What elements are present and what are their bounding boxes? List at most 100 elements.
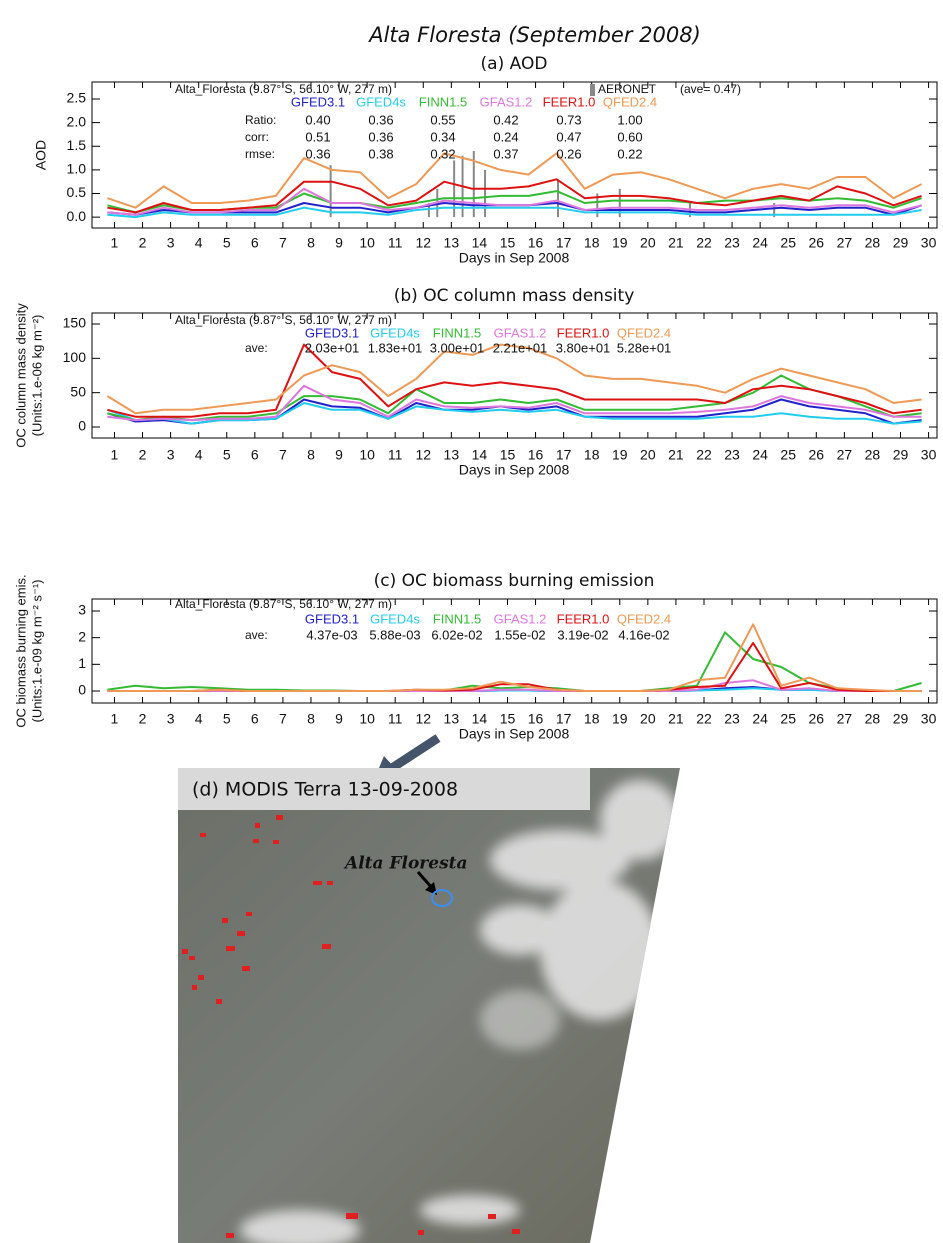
x-tick-label: 18 xyxy=(584,711,600,727)
x-tick-label: 23 xyxy=(724,447,740,463)
series-line xyxy=(107,343,922,418)
x-tick-label: 4 xyxy=(195,711,203,727)
x-tick-label: 27 xyxy=(837,447,853,463)
x-tick-label: 24 xyxy=(752,447,768,463)
y-tick-label: 1 xyxy=(78,655,86,671)
stats-row-label: ave: xyxy=(245,341,268,355)
x-tick-label: 29 xyxy=(893,711,909,727)
x-tick-label: 23 xyxy=(724,711,740,727)
legend-entry: FEER1.0 xyxy=(557,611,610,626)
x-tick-label: 28 xyxy=(865,447,881,463)
x-tick-label: 8 xyxy=(307,447,315,463)
x-tick-label: 10 xyxy=(359,711,375,727)
legend-entry: GFED4s xyxy=(370,325,420,340)
x-tick-label: 12 xyxy=(415,235,431,251)
x-tick-label: 10 xyxy=(359,235,375,251)
stats-value: 0.36 xyxy=(368,129,393,144)
aeronet-legend: AERONET xyxy=(598,82,657,96)
x-tick-label: 28 xyxy=(865,711,881,727)
x-tick-label: 11 xyxy=(388,447,403,463)
x-axis-label: Days in Sep 2008 xyxy=(459,250,570,266)
y-tick-label: 1.5 xyxy=(67,137,87,153)
stats-value: 1.55e-02 xyxy=(494,627,545,642)
x-tick-label: 1 xyxy=(111,711,119,727)
x-tick-label: 22 xyxy=(696,447,712,463)
stats-value: 0.38 xyxy=(368,146,393,161)
x-tick-label: 30 xyxy=(921,235,937,251)
x-tick-label: 14 xyxy=(472,711,488,727)
y-axis-label: OC column mass density xyxy=(13,303,28,448)
x-axis-label: Days in Sep 2008 xyxy=(459,726,570,742)
x-tick-label: 5 xyxy=(223,235,231,251)
y-tick-label: 1.0 xyxy=(67,161,87,177)
legend-entry: GFAS1.2 xyxy=(480,94,533,109)
x-tick-label: 15 xyxy=(500,711,516,727)
legend-entry: GFED3.1 xyxy=(305,611,359,626)
x-tick-label: 21 xyxy=(668,235,684,251)
stats-row-label: ave: xyxy=(245,628,268,642)
stats-value: 3.80e+01 xyxy=(556,340,611,355)
legend-entry: QFED2.4 xyxy=(617,325,671,340)
legend-entry: QFED2.4 xyxy=(603,94,657,109)
stats-row-label: corr: xyxy=(245,130,269,144)
x-tick-label: 6 xyxy=(251,711,259,727)
y-axis-label: (Units:1.e-09 kg m⁻² s⁻¹) xyxy=(29,579,44,722)
x-tick-label: 10 xyxy=(359,447,375,463)
series-line xyxy=(107,206,922,219)
x-tick-label: 15 xyxy=(500,235,516,251)
chart-title: (b) OC column mass density xyxy=(394,286,635,306)
x-tick-label: 22 xyxy=(696,235,712,251)
x-tick-label: 26 xyxy=(808,447,824,463)
stats-value: 2.21e+01 xyxy=(493,340,548,355)
place-label: Alta Floresta xyxy=(343,854,468,874)
stats-value: 0.51 xyxy=(305,129,330,144)
x-tick-label: 16 xyxy=(528,711,544,727)
x-tick-label: 26 xyxy=(808,235,824,251)
legend-entry: GFED3.1 xyxy=(305,325,359,340)
x-tick-label: 29 xyxy=(893,235,909,251)
x-tick-label: 13 xyxy=(444,711,460,727)
x-tick-label: 3 xyxy=(167,711,175,727)
place-arrow xyxy=(416,871,453,907)
x-tick-label: 12 xyxy=(415,447,431,463)
x-tick-label: 8 xyxy=(307,711,315,727)
chart-title: (a) AOD xyxy=(481,54,548,74)
aeronet-ave: (ave= 0.47) xyxy=(680,82,741,96)
station-label: Alta_Floresta (9.87° S, 56.10° W, 277 m) xyxy=(175,82,392,96)
plot-frame xyxy=(91,598,938,704)
series-line xyxy=(107,374,922,422)
aeronet-legend-swatch xyxy=(590,84,595,96)
legend-entry: QFED2.4 xyxy=(617,611,671,626)
y-tick-label: 50 xyxy=(70,383,86,399)
stats-value: 4.37e-03 xyxy=(306,627,357,642)
x-tick-label: 9 xyxy=(335,235,343,251)
x-tick-label: 8 xyxy=(307,235,315,251)
x-tick-label: 20 xyxy=(640,447,656,463)
y-tick-label: 100 xyxy=(63,349,87,365)
x-tick-label: 2 xyxy=(139,447,147,463)
legend-entry: GFAS1.2 xyxy=(494,325,547,340)
stats-value: 5.88e-03 xyxy=(369,627,420,642)
x-tick-label: 30 xyxy=(921,447,937,463)
x-tick-label: 15 xyxy=(500,447,516,463)
chart-title: (c) OC biomass burning emission xyxy=(374,571,655,591)
x-tick-label: 5 xyxy=(223,447,231,463)
y-tick-label: 2.0 xyxy=(67,113,87,129)
x-tick-label: 19 xyxy=(612,447,628,463)
stats-row-label: rmse: xyxy=(245,147,275,161)
stats-value: 0.47 xyxy=(556,129,581,144)
stats-value: 0.36 xyxy=(305,146,330,161)
y-axis-label: OC biomass burning emis. xyxy=(13,574,28,727)
satellite-image xyxy=(178,768,680,1243)
legend-entry: FEER1.0 xyxy=(543,94,596,109)
x-tick-label: 29 xyxy=(893,447,909,463)
legend-entry: FINN1.5 xyxy=(433,611,481,626)
station-label: Alta_Floresta (9.87° S, 56.10° W, 277 m) xyxy=(175,313,392,327)
stats-value: 3.19e-02 xyxy=(557,627,608,642)
stats-value: 4.16e-02 xyxy=(618,627,669,642)
x-tick-label: 7 xyxy=(279,447,287,463)
stats-value: 0.40 xyxy=(305,112,330,127)
series-line xyxy=(107,384,922,422)
series-line xyxy=(107,152,923,209)
